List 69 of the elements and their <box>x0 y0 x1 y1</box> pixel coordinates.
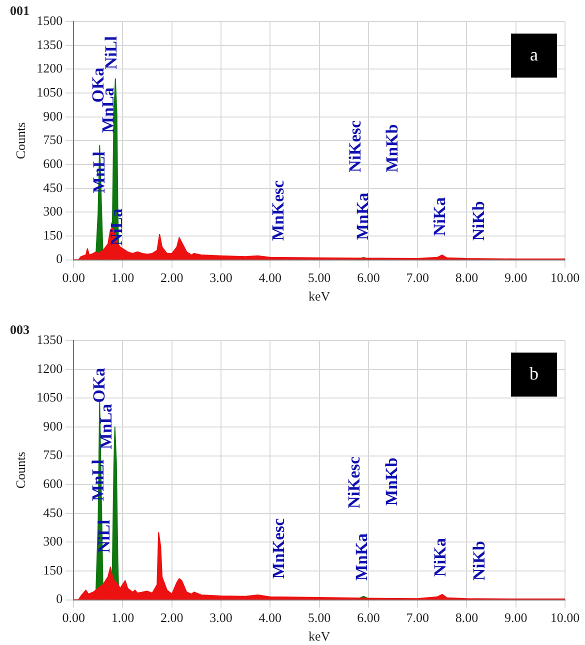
annotation: MnKa <box>352 192 372 240</box>
y-tick-label: 150 <box>43 562 63 578</box>
x-tick-label: 1.00 <box>111 270 134 286</box>
x-axis-title: keV <box>308 628 331 644</box>
y-axis-title: Counts <box>13 122 28 160</box>
y-tick-label: 600 <box>43 476 63 492</box>
x-tick-label: 0.00 <box>62 270 85 286</box>
x-tick-label: 3.00 <box>210 610 232 626</box>
x-tick-label: 5.00 <box>308 610 331 626</box>
y-tick-label: 1350 <box>36 36 63 52</box>
annotation: MnLl <box>90 151 109 194</box>
x-tick-label: 1.00 <box>111 610 134 626</box>
y-tick-label: 1500 <box>36 13 63 28</box>
annotation: MnKesc <box>268 180 288 241</box>
y-tick-label: 900 <box>43 418 63 434</box>
x-tick-label: 9.00 <box>504 270 528 286</box>
y-axis-title: Counts <box>13 452 28 489</box>
y-tick-label: 1200 <box>36 360 63 376</box>
y-tick-label: 750 <box>43 447 63 462</box>
x-tick-label: 5.00 <box>308 270 331 286</box>
annotation: NiKa <box>430 538 450 577</box>
y-tick-label: 0 <box>56 591 63 606</box>
y-tick-label: 0 <box>56 251 63 266</box>
y-tick-label: 900 <box>43 108 63 124</box>
annotation: MnKb <box>382 458 401 506</box>
chart-title: 003 <box>10 322 30 338</box>
annotation: MnKesc <box>268 518 288 579</box>
annotation: MnKb <box>382 124 402 172</box>
chart-title: 001 <box>10 3 30 18</box>
annotation: b <box>530 363 538 384</box>
x-tick-label: 2.00 <box>160 610 184 626</box>
annotation: NiKb <box>468 201 488 241</box>
annotation: OKa <box>90 367 109 403</box>
annotation: MnKa <box>352 532 371 581</box>
x-tick-label: 6.00 <box>357 270 380 286</box>
x-tick-label: 3.00 <box>210 270 232 286</box>
x-tick-label: 0.00 <box>62 610 85 626</box>
annotation: MnLl <box>88 459 108 502</box>
x-tick-label: 2.00 <box>160 270 184 286</box>
annotation: NiKesc <box>344 456 364 509</box>
y-tick-label: 1050 <box>36 84 63 100</box>
x-tick-label: 7.00 <box>406 270 429 286</box>
y-tick-label: 1350 <box>36 332 63 348</box>
y-tick-label: 300 <box>43 534 63 549</box>
x-tick-label: 8.00 <box>455 610 478 626</box>
x-tick-label: 4.00 <box>258 270 282 286</box>
x-tick-label: 8.00 <box>455 270 478 286</box>
annotation: NiLa <box>107 208 126 246</box>
y-tick-label: 1200 <box>36 60 63 76</box>
x-tick-label: 10.00 <box>550 610 580 626</box>
annotation: NiKesc <box>346 120 365 172</box>
y-tick-label: 450 <box>43 180 63 195</box>
x-tick-label: 10.00 <box>550 270 580 286</box>
x-tick-label: 9.00 <box>504 610 528 626</box>
y-tick-label: 450 <box>43 504 63 520</box>
y-tick-label: 1050 <box>36 390 63 405</box>
annotation: a <box>530 44 538 64</box>
x-axis-title: keV <box>308 288 331 304</box>
annotation: NiLl <box>94 520 114 553</box>
x-tick-label: 7.00 <box>406 610 429 626</box>
annotation: NiKa <box>430 196 450 236</box>
y-tick-label: 600 <box>43 156 63 171</box>
y-tick-label: 150 <box>43 227 63 242</box>
y-tick-label: 300 <box>43 204 63 219</box>
x-tick-label: 6.00 <box>357 610 380 626</box>
x-tick-label: 4.00 <box>258 610 282 626</box>
annotation: MnLa <box>96 403 116 450</box>
y-tick-label: 750 <box>43 132 63 148</box>
annotation: NiKb <box>469 540 488 581</box>
